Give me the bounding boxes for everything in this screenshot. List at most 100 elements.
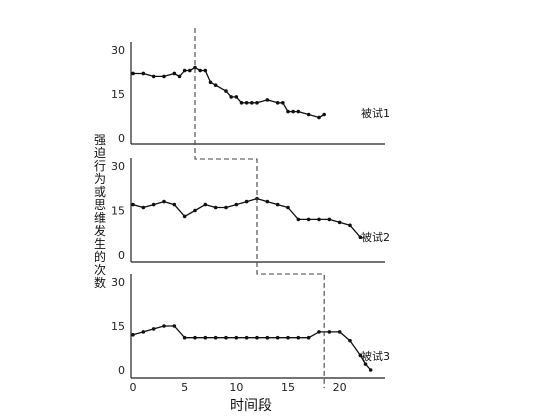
data-point-3-25 xyxy=(368,368,373,372)
y-tick-label-1-3: 30 xyxy=(111,44,125,57)
data-point-2-3 xyxy=(151,202,156,207)
series-line-1 xyxy=(133,66,325,119)
y-tick-label-2-2: 15 xyxy=(111,205,125,218)
data-point-1-20 xyxy=(255,101,259,105)
panel-1: 0 15 30 被试1 xyxy=(111,42,390,145)
data-point-1-23 xyxy=(281,101,285,105)
data-point-1-12 xyxy=(208,80,213,85)
data-point-2-2 xyxy=(141,205,146,210)
y-tick-label-3-1: 0 xyxy=(118,364,125,377)
data-point-3-16 xyxy=(286,335,290,340)
data-point-1-13 xyxy=(213,83,218,87)
data-point-1-24 xyxy=(286,109,290,114)
data-point-3-23 xyxy=(358,353,363,358)
data-point-2-10 xyxy=(224,205,228,210)
data-point-2-19 xyxy=(317,217,321,222)
data-point-2-12 xyxy=(244,199,249,204)
data-point-1-28 xyxy=(317,115,321,120)
data-point-2-9 xyxy=(213,205,218,210)
data-point-3-7 xyxy=(193,335,197,340)
series-line-3 xyxy=(132,325,372,371)
data-point-3-6 xyxy=(182,335,187,340)
data-point-2-8 xyxy=(203,202,208,207)
x-axis-title: 时间段 xyxy=(230,398,272,414)
panel-3: 0 15 30 被试3 xyxy=(111,274,390,379)
data-point-1-27 xyxy=(306,112,311,117)
data-point-2-15 xyxy=(275,202,280,207)
data-point-3-12 xyxy=(244,335,249,340)
y-tick-label-1-2: 15 xyxy=(111,88,125,101)
data-point-3-13 xyxy=(255,335,259,340)
data-point-1-21 xyxy=(265,98,270,102)
y-tick-label-2-1: 0 xyxy=(118,249,125,262)
data-point-2-6 xyxy=(182,214,187,219)
data-point-1-26 xyxy=(296,109,301,114)
data-point-1-29 xyxy=(322,112,326,117)
data-point-1-14 xyxy=(224,89,228,93)
x-tick-label-5: 20 xyxy=(333,381,347,394)
x-tick-label-3: 10 xyxy=(229,381,243,394)
data-point-3-10 xyxy=(224,335,228,340)
data-point-1-11 xyxy=(203,68,208,73)
data-point-3-19 xyxy=(317,330,321,334)
series-label-1: 被试1 xyxy=(361,107,390,120)
data-point-3-2 xyxy=(141,330,146,334)
data-point-1-9 xyxy=(193,65,197,70)
data-point-3-8 xyxy=(203,335,208,340)
data-point-1-10 xyxy=(198,68,202,73)
data-point-3-18 xyxy=(306,335,311,340)
x-tick-label-2: 5 xyxy=(181,381,188,394)
series-label-2: 被试2 xyxy=(361,231,390,244)
data-point-2-11 xyxy=(234,202,239,207)
panel-2: 0 15 30 被试2 xyxy=(111,158,390,263)
x-tick-label-1: 0 xyxy=(130,381,137,394)
data-point-1-6 xyxy=(177,74,182,79)
data-point-3-21 xyxy=(337,330,342,334)
y-tick-label-3-2: 15 xyxy=(111,320,125,333)
chart-panels: 0 15 30 被试1 0 15 30 被试2 0 15 30 被试3 xyxy=(111,42,390,379)
data-point-2-5 xyxy=(172,202,177,207)
data-point-3-24 xyxy=(363,362,368,366)
data-point-1-25 xyxy=(291,109,295,114)
data-point-3-9 xyxy=(213,335,218,340)
data-point-3-20 xyxy=(327,330,332,334)
data-point-1-4 xyxy=(162,74,166,79)
data-point-1-1 xyxy=(131,71,135,76)
data-point-1-22 xyxy=(275,101,280,105)
data-point-1-18 xyxy=(244,101,249,105)
data-point-3-3 xyxy=(151,327,156,331)
data-point-3-5 xyxy=(172,324,177,328)
phase-change-line xyxy=(194,28,325,388)
data-point-1-7 xyxy=(182,68,187,73)
data-point-1-19 xyxy=(250,101,254,105)
data-point-3-14 xyxy=(265,335,270,340)
data-point-1-5 xyxy=(172,71,177,76)
y-axis-title: 强迫行为或思维发生的次数 xyxy=(94,133,106,290)
data-point-2-4 xyxy=(162,199,166,204)
data-point-2-7 xyxy=(193,208,197,213)
series-line-2 xyxy=(132,197,361,238)
data-point-2-1 xyxy=(131,202,135,207)
data-point-3-15 xyxy=(275,335,280,340)
phase-change-path xyxy=(194,28,325,388)
data-point-3-11 xyxy=(234,335,239,340)
data-point-2-16 xyxy=(286,205,290,210)
y-tick-label-2-3: 30 xyxy=(111,160,125,173)
y-tick-label-3-3: 30 xyxy=(111,276,125,289)
data-point-3-22 xyxy=(348,338,352,343)
data-point-2-22 xyxy=(348,223,352,228)
series-label-3: 被试3 xyxy=(361,350,390,363)
data-point-2-18 xyxy=(306,217,311,222)
x-axis-tick-labels: 0 5 10 15 20 xyxy=(130,381,347,394)
data-point-2-23 xyxy=(358,235,363,239)
data-point-1-8 xyxy=(188,68,192,73)
data-point-1-17 xyxy=(239,101,244,105)
x-tick-label-4: 15 xyxy=(281,381,295,394)
data-point-2-17 xyxy=(296,217,301,222)
data-point-2-21 xyxy=(337,220,342,225)
data-point-1-2 xyxy=(141,71,146,76)
data-point-1-16 xyxy=(234,95,239,99)
y-tick-label-1-1: 0 xyxy=(118,132,125,145)
data-point-2-20 xyxy=(327,217,332,222)
